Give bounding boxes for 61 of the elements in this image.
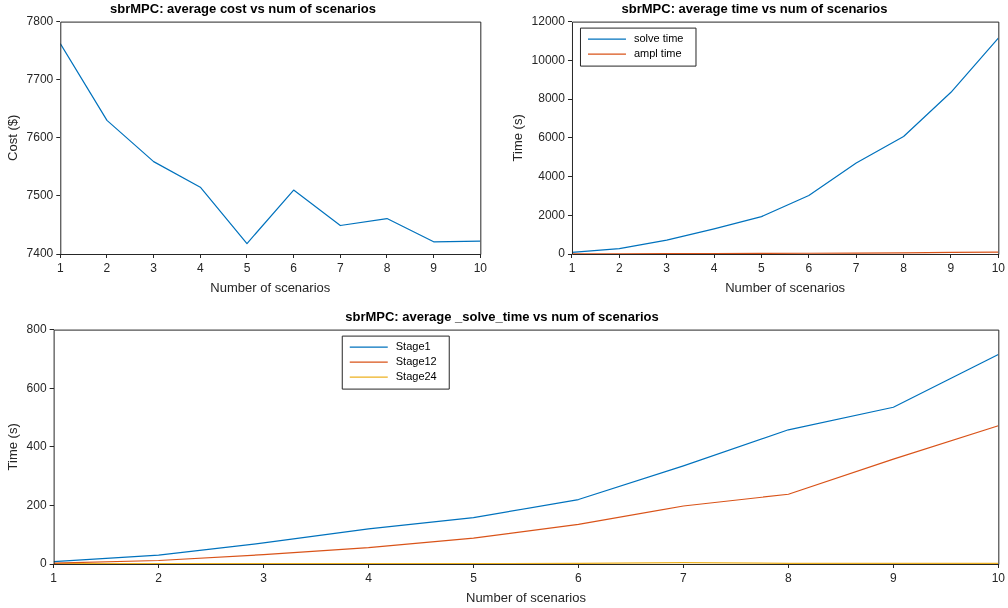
x-tick-label: 3 xyxy=(150,260,158,275)
x-axis-title: Number of scenarios xyxy=(210,279,331,295)
x-tick-label: 10 xyxy=(991,570,1006,585)
y-tick-label: 0 xyxy=(39,556,47,571)
y-tick-label: 600 xyxy=(26,380,47,395)
legend-label: Stage24 xyxy=(395,370,437,383)
y-tick-label: 4000 xyxy=(538,168,566,183)
x-tick-label: 7 xyxy=(336,260,344,275)
y-tick-label: 200 xyxy=(26,497,47,512)
x-tick-label: 1 xyxy=(56,260,64,275)
y-tick-label: 400 xyxy=(26,439,47,454)
x-tick-label: 10 xyxy=(991,260,1006,275)
x-tick-label: 8 xyxy=(383,260,391,275)
legend-label: ampl time xyxy=(633,47,682,60)
x-tick-label: 10 xyxy=(473,260,488,275)
x-tick-label: 5 xyxy=(470,570,478,585)
y-tick-label: 7400 xyxy=(26,246,54,261)
y-tick-label: 2000 xyxy=(538,207,566,222)
x-tick-label: 5 xyxy=(243,260,251,275)
y-tick-label: 7800 xyxy=(26,13,54,28)
y-axis-title: Cost ($) xyxy=(5,114,21,161)
x-tick-label: 3 xyxy=(663,260,671,275)
y-axis-title: Time (s) xyxy=(510,114,526,162)
x-tick-label: 9 xyxy=(430,260,438,275)
x-tick-label: 6 xyxy=(805,260,813,275)
x-tick-label: 2 xyxy=(155,570,163,585)
chart-title: sbrMPC: average _solve_time vs num of scenarios xyxy=(345,309,659,325)
x-tick-label: 5 xyxy=(758,260,766,275)
x-tick-label: 2 xyxy=(616,260,623,275)
legend-label: solve time xyxy=(633,32,684,45)
y-axis-title: Time (s) xyxy=(5,423,21,471)
legend-label: Stage1 xyxy=(395,340,431,353)
chart-title: sbrMPC: average time vs num of scenarios xyxy=(621,1,888,17)
x-axis-title: Number of scenarios xyxy=(466,589,587,605)
x-tick-label: 4 xyxy=(710,260,718,275)
y-tick-label: 0 xyxy=(558,246,566,261)
y-tick-label: 8000 xyxy=(538,91,566,106)
x-tick-label: 2 xyxy=(103,260,111,275)
x-tick-label: 3 xyxy=(260,570,268,585)
x-tick-label: 6 xyxy=(290,260,298,275)
chart-title: sbrMPC: average cost vs num of scenarios xyxy=(110,1,376,17)
x-tick-label: 9 xyxy=(947,260,955,275)
x-axis-title: Number of scenarios xyxy=(725,279,846,295)
x-tick-label: 4 xyxy=(365,570,373,585)
x-tick-label: 1 xyxy=(50,570,58,585)
y-tick-label: 10000 xyxy=(531,52,566,67)
y-tick-label: 7700 xyxy=(26,72,54,87)
y-tick-label: 7500 xyxy=(26,188,54,203)
x-tick-label: 8 xyxy=(785,570,793,585)
y-tick-label: 800 xyxy=(26,321,47,336)
legend-label: Stage12 xyxy=(395,355,437,368)
x-tick-label: 8 xyxy=(900,260,908,275)
y-tick-label: 7600 xyxy=(26,130,54,145)
y-tick-label: 6000 xyxy=(538,130,566,145)
x-tick-label: 1 xyxy=(568,260,576,275)
x-tick-label: 9 xyxy=(890,570,898,585)
x-tick-label: 6 xyxy=(575,570,583,585)
x-tick-label: 7 xyxy=(852,260,860,275)
x-tick-label: 7 xyxy=(680,570,688,585)
y-tick-label: 12000 xyxy=(531,13,566,28)
x-tick-label: 4 xyxy=(196,260,204,275)
